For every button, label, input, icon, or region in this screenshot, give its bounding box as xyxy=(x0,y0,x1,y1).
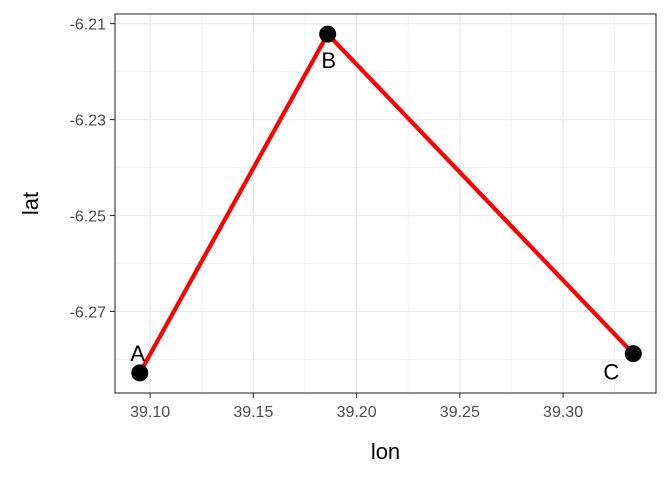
point-label-c: C xyxy=(603,360,619,385)
data-point-c xyxy=(624,345,642,363)
data-point-b xyxy=(319,25,337,43)
x-tick-label: 39.10 xyxy=(130,404,170,421)
y-tick-label: -6.21 xyxy=(70,17,107,34)
panel-border xyxy=(114,13,657,394)
y-tick-label: -6.25 xyxy=(70,208,107,225)
y-tick-label: -6.23 xyxy=(70,113,107,130)
series-line xyxy=(137,32,635,374)
x-axis-title: lon xyxy=(371,439,400,464)
y-tick-label: -6.27 xyxy=(70,304,107,321)
point-label-b: B xyxy=(321,48,336,73)
y-axis-ticks: -6.21 -6.23 -6.25 -6.27 xyxy=(70,17,115,321)
point-label-a: A xyxy=(130,341,145,366)
data-point-a xyxy=(131,364,149,382)
grid-major xyxy=(115,14,656,393)
x-tick-label: 39.25 xyxy=(440,404,480,421)
y-axis-title: lat xyxy=(18,192,43,215)
point-labels-layer: A B C xyxy=(130,48,619,385)
grid-minor xyxy=(115,14,656,393)
x-tick-label: 39.30 xyxy=(543,404,583,421)
x-tick-label: 39.15 xyxy=(233,404,273,421)
points-layer xyxy=(131,25,642,382)
series-layer xyxy=(137,32,635,374)
x-axis-ticks: 39.10 39.15 39.20 39.25 39.30 xyxy=(130,393,583,421)
x-tick-label: 39.20 xyxy=(337,404,377,421)
